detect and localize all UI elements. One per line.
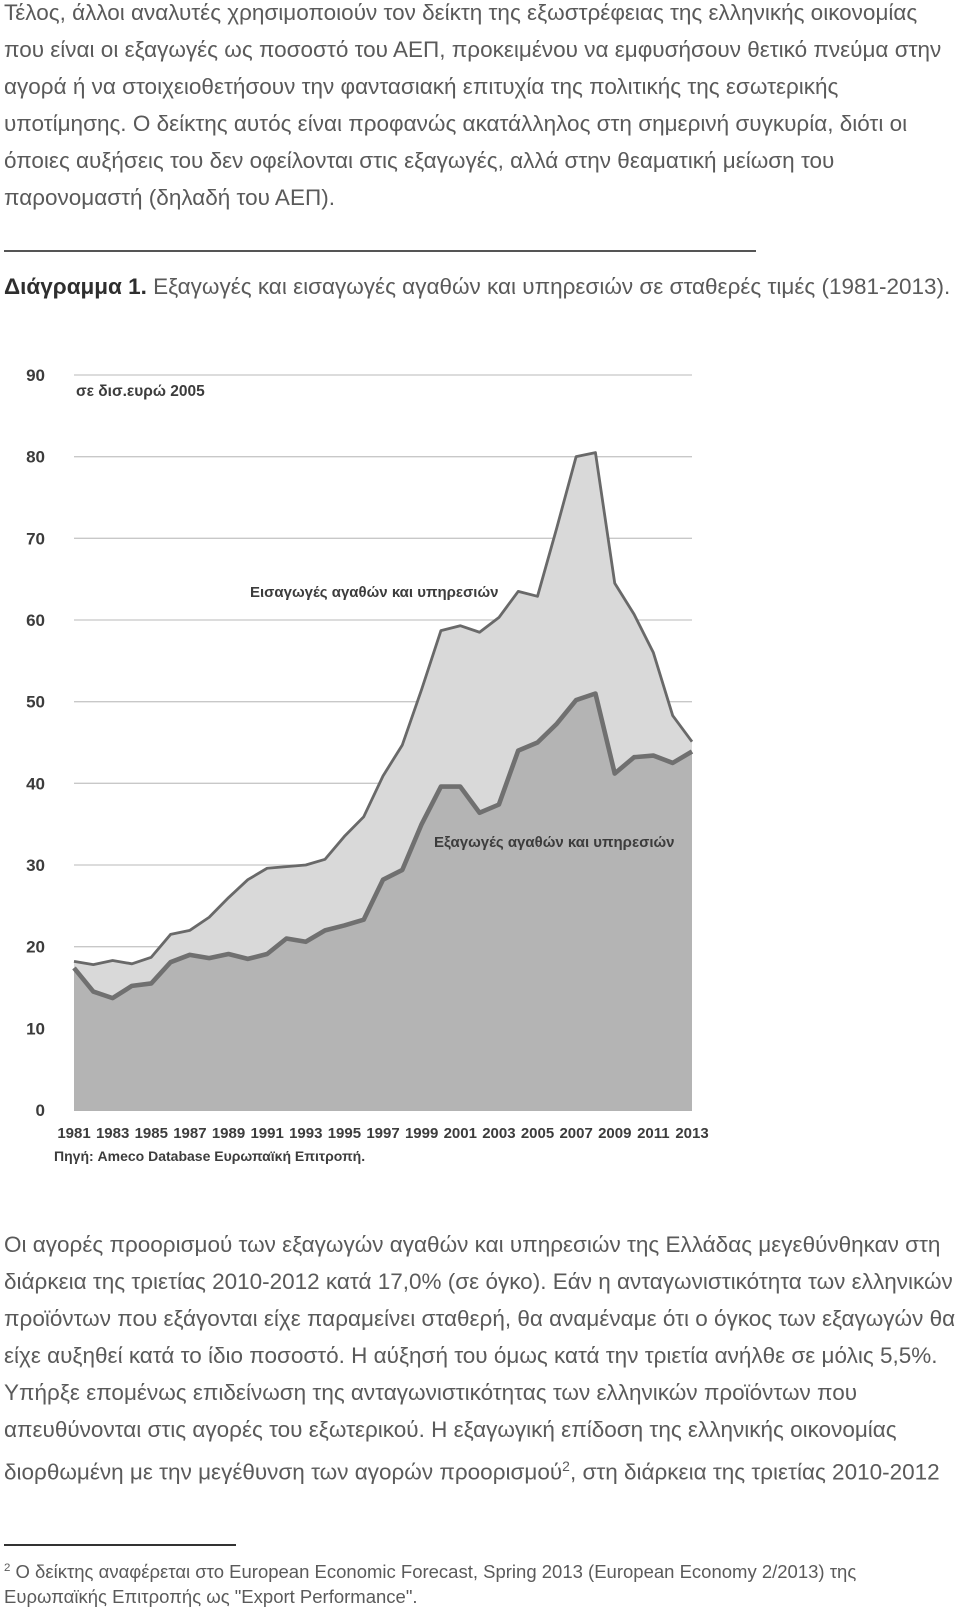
footnote: 2 Ο δείκτης αναφέρεται στο European Econ… bbox=[4, 1556, 956, 1609]
x-tick-label: 1991 bbox=[250, 1125, 283, 1142]
section-divider bbox=[4, 250, 756, 252]
figure-caption-label: Διάγραμμα 1. bbox=[4, 274, 147, 299]
imports-line bbox=[73, 451, 694, 967]
figure-caption-text: Εξαγωγές και εισαγωγές αγαθών και υπηρεσ… bbox=[146, 274, 951, 299]
x-tick-label: 1999 bbox=[405, 1125, 438, 1142]
body-paragraph: Οι αγορές προορισμού των εξαγωγών αγαθών… bbox=[4, 1226, 956, 1491]
chart-unit-label: σε δισ.ευρώ 2005 bbox=[76, 383, 205, 400]
y-axis-ticks: 0 10 20 30 40 50 60 70 80 90 bbox=[26, 366, 45, 1120]
x-tick-label: 2001 bbox=[444, 1125, 477, 1142]
chart-source-note: Πηγή: Ameco Database Ευρωπαϊκή Επιτροπή. bbox=[54, 1148, 365, 1164]
footnote-divider bbox=[4, 1544, 236, 1546]
y-tick-label: 20 bbox=[26, 938, 45, 957]
x-tick-label: 1993 bbox=[289, 1125, 322, 1142]
exports-line bbox=[72, 691, 694, 1001]
y-tick-label: 40 bbox=[26, 774, 45, 793]
imports-series-label: Εισαγωγές αγαθών και υπηρεσιών bbox=[250, 584, 498, 601]
y-tick-label: 0 bbox=[36, 1101, 45, 1120]
y-tick-label: 50 bbox=[26, 693, 45, 712]
y-tick-label: 90 bbox=[26, 366, 45, 385]
x-tick-label: 2005 bbox=[521, 1125, 554, 1142]
x-tick-label: 1997 bbox=[366, 1125, 399, 1142]
intro-paragraph: Τέλος, άλλοι αναλυτές χρησιμοποιούν τον … bbox=[4, 0, 942, 210]
x-tick-label: 2003 bbox=[482, 1125, 515, 1142]
exports-imports-chart: 0 10 20 30 40 50 60 70 80 90 1981 1983 1985 1987 1989… bbox=[26, 366, 709, 1164]
x-tick-label: 2011 bbox=[637, 1125, 670, 1142]
y-tick-label: 60 bbox=[26, 611, 45, 630]
x-tick-label: 1985 bbox=[135, 1125, 168, 1142]
y-tick-label: 10 bbox=[26, 1019, 45, 1038]
chart-areas bbox=[74, 452, 692, 1110]
body-paragraph-text: Οι αγορές προορισμού των εξαγωγών αγαθών… bbox=[4, 1232, 956, 1485]
figure-caption: Διάγραμμα 1. Εξαγωγές και εισαγωγές αγαθ… bbox=[4, 268, 956, 305]
x-tick-label: 2009 bbox=[598, 1125, 631, 1142]
y-tick-label: 70 bbox=[26, 529, 45, 548]
exports-series-label: Εξαγωγές αγαθών και υπηρεσιών bbox=[434, 834, 675, 851]
x-axis-ticks: 1981 1983 1985 1987 1989 1991 1993 1995 1997 1999… bbox=[57, 1125, 708, 1142]
exports-area bbox=[74, 693, 692, 1110]
chart-lines bbox=[72, 451, 694, 1001]
x-tick-label: 2007 bbox=[559, 1125, 592, 1142]
x-tick-label: 1983 bbox=[96, 1125, 129, 1142]
x-tick-label: 2013 bbox=[675, 1125, 708, 1142]
x-tick-label: 1989 bbox=[212, 1125, 245, 1142]
x-tick-label: 1987 bbox=[173, 1125, 206, 1142]
footnote-mark: 2 bbox=[4, 1562, 11, 1574]
footnote-text: Ο δείκτης αναφέρεται στο European Econom… bbox=[4, 1561, 857, 1608]
x-tick-label: 1981 bbox=[57, 1125, 90, 1142]
y-tick-label: 80 bbox=[26, 448, 45, 467]
x-tick-label: 1995 bbox=[328, 1125, 361, 1142]
y-tick-label: 30 bbox=[26, 856, 45, 875]
footnote-reference[interactable]: 2 bbox=[562, 1458, 570, 1474]
body-paragraph-tail: , στη διάρκεια της τριετίας 2010-2012 bbox=[569, 1459, 940, 1485]
